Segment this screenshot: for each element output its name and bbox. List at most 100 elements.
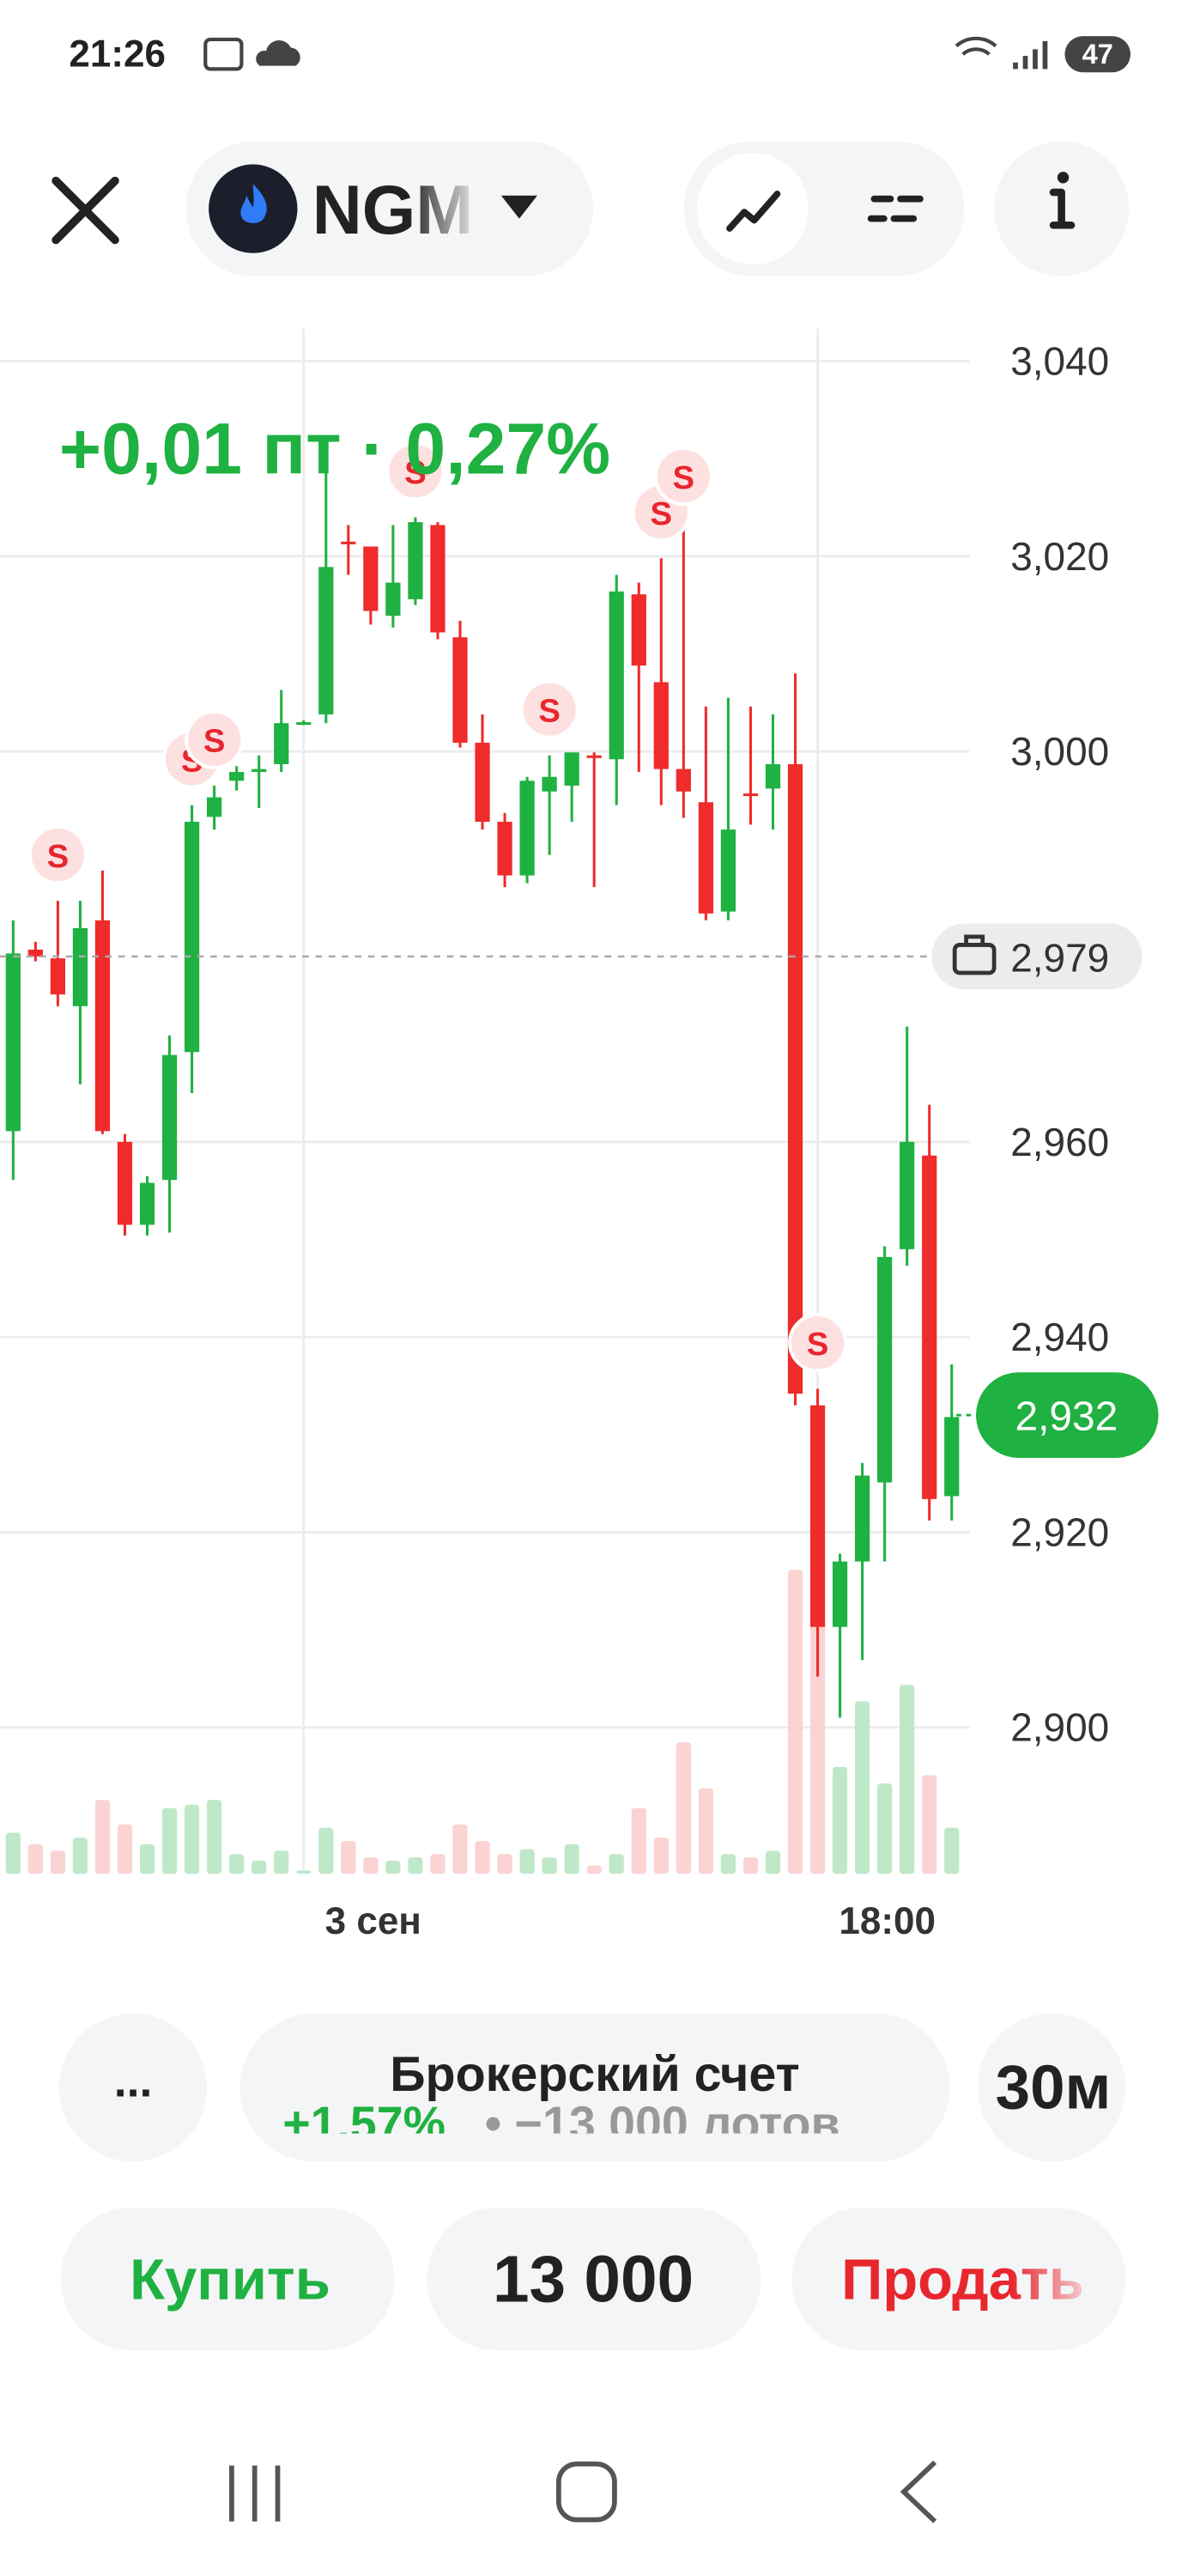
candle-body	[5, 953, 21, 1132]
candle-body	[207, 797, 222, 817]
more-button[interactable]	[58, 2013, 208, 2162]
candle-body	[274, 723, 289, 764]
last-price-badge	[976, 1372, 1159, 1458]
last-price-label: 2,932	[1015, 1394, 1118, 1439]
ticker-dropdown[interactable]	[500, 195, 537, 219]
candle-body	[742, 793, 759, 797]
close-button[interactable]	[52, 176, 119, 245]
ticker-selector[interactable]	[185, 141, 594, 276]
candle-body	[161, 1054, 178, 1181]
volume-bar	[742, 1857, 759, 1874]
candle-body	[252, 769, 267, 773]
signal-marker	[27, 825, 88, 884]
candle-body	[542, 776, 557, 792]
candle-body	[564, 752, 579, 786]
nav-home[interactable]	[555, 2461, 617, 2523]
account-selector[interactable]	[239, 2013, 950, 2162]
volume-bar	[542, 1857, 557, 1874]
candle-body	[117, 1141, 133, 1225]
candle-body	[184, 822, 200, 1053]
nav-recents[interactable]	[229, 2465, 281, 2522]
signal-label: S	[404, 454, 427, 491]
signal-label: S	[47, 838, 70, 875]
volume-bar	[341, 1840, 356, 1874]
battery-level: 47	[1082, 39, 1113, 70]
volume-bar	[452, 1824, 468, 1874]
y-tick-label: 3,020	[1010, 534, 1109, 579]
candle-body	[497, 822, 512, 876]
signal-label: S	[538, 693, 561, 730]
candle-body	[609, 591, 624, 760]
y-tick-label: 2,900	[1010, 1705, 1109, 1750]
volume-bar	[117, 1824, 133, 1874]
volume-bar	[497, 1854, 512, 1874]
account-change: +1,57%	[282, 2097, 446, 2150]
x-tick-label: 18:00	[839, 1900, 936, 1942]
briefcase-handle	[964, 934, 985, 945]
candle-body	[94, 920, 111, 1132]
volume-bar	[296, 1870, 312, 1874]
account-name: Брокерский счет	[390, 2047, 799, 2102]
volume-bar	[922, 1775, 937, 1874]
volume-bar	[5, 1832, 21, 1874]
nav-back[interactable]	[900, 2460, 937, 2524]
volume-bar	[139, 1844, 155, 1874]
change-label: +0,01 пт · 0,27%	[59, 409, 610, 489]
volume-bar	[408, 1857, 423, 1874]
candle-body	[475, 742, 490, 823]
status-icons	[203, 36, 1048, 71]
candle-body	[631, 594, 646, 666]
more-label: ...	[114, 2055, 153, 2106]
position-price-label: 2,979	[1010, 936, 1109, 981]
volume-bar	[207, 1800, 222, 1874]
volume-bar	[229, 1854, 245, 1874]
volume-bar	[50, 1850, 65, 1874]
volume-bar	[274, 1850, 289, 1874]
buy-button[interactable]	[60, 2207, 395, 2351]
interval-button[interactable]	[977, 2013, 1126, 2162]
candle-body	[765, 763, 781, 789]
line-mode-button[interactable]	[696, 153, 809, 265]
signal-label: S	[807, 1326, 829, 1363]
battery	[1064, 36, 1131, 73]
volume-bar	[609, 1854, 624, 1874]
y-tick-label: 2,920	[1010, 1510, 1109, 1554]
info-icon	[1049, 188, 1076, 229]
volume-bar	[944, 1827, 960, 1874]
quantity-field[interactable]	[427, 2207, 761, 2351]
volume-bar	[94, 1800, 111, 1874]
volume-bar	[900, 1685, 915, 1874]
candle-mode-button[interactable]	[867, 195, 924, 222]
account-position: • −13 000 лотов	[485, 2097, 840, 2150]
status-time: 21:26	[69, 33, 166, 76]
candle-body	[318, 567, 334, 714]
volume-bar	[720, 1854, 736, 1874]
volume-bar	[184, 1804, 200, 1874]
ticker: NGM	[312, 172, 474, 249]
candle-body	[809, 1405, 826, 1627]
candle-body	[408, 522, 423, 599]
line-mode-icon	[726, 191, 781, 232]
sell-button[interactable]	[791, 2207, 1126, 2351]
candle-body	[72, 927, 88, 1006]
sell-label: Продать	[841, 2248, 1084, 2312]
candle-body	[363, 546, 379, 611]
candle-body	[787, 763, 803, 1394]
volume-bar	[765, 1850, 781, 1874]
candle-body	[698, 802, 713, 914]
signal-marker	[788, 1313, 847, 1373]
candle-body	[900, 1141, 915, 1249]
x-tick-label: 3 сен	[325, 1900, 421, 1942]
chart: 2,900 2,920 2,940 2,960 3,000 3,020 3,040 3 сен…	[0, 328, 1159, 1942]
account-info: Брокерский счет +1,57% • −13 000 лотов	[282, 2047, 840, 2150]
volume-bar	[809, 1610, 826, 1874]
candle-body	[586, 755, 602, 758]
candle-body	[139, 1182, 155, 1225]
volume-bar	[676, 1742, 691, 1874]
volume-bar	[787, 1570, 803, 1874]
candle-body	[430, 525, 446, 633]
candle-body	[50, 958, 65, 995]
volume-bar	[877, 1783, 893, 1874]
volume-bar	[519, 1849, 535, 1874]
